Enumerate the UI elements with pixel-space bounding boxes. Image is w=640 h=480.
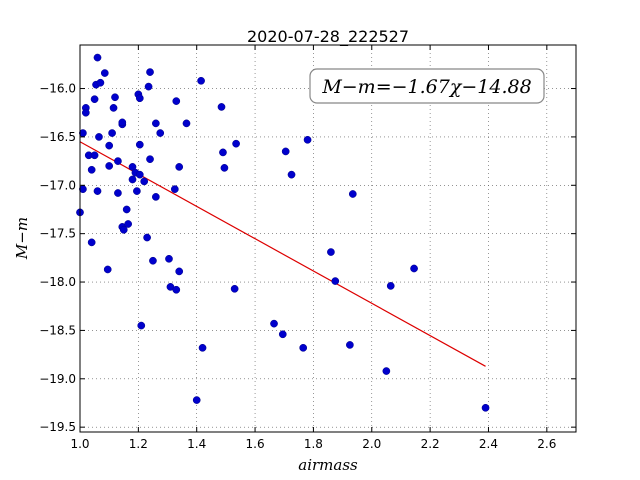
data-point: [197, 76, 205, 85]
fit-equation-annotation: M−m=−1.67χ−14.88: [309, 68, 545, 104]
axis-ticks: 1.0 1.2 1.4 1.6 1.8 2.0 2.2 2.4 2.6 −16.0 −16.5 −17…: [39, 45, 576, 451]
y-tick-label: −16.5: [39, 130, 76, 144]
data-point: [90, 95, 99, 104]
x-tick-label: 1.6: [246, 437, 265, 451]
y-tick-label: −16.0: [39, 82, 76, 96]
x-tick-label: 1.8: [304, 437, 323, 451]
data-point: [137, 321, 146, 330]
x-tick-label: 2.6: [537, 437, 556, 451]
data-point: [111, 93, 119, 102]
data-point: [152, 119, 160, 128]
data-point: [182, 119, 191, 128]
data-point: [198, 343, 207, 352]
data-point: [128, 175, 137, 184]
y-tick-label: −17.0: [39, 178, 76, 192]
data-point: [410, 264, 418, 273]
data-point: [331, 277, 340, 285]
x-tick-label: 1.4: [187, 437, 206, 451]
data-point: [346, 341, 354, 349]
data-point: [87, 238, 96, 247]
data-point: [287, 170, 296, 179]
fit-line-group: [79, 141, 486, 367]
data-point: [232, 139, 240, 148]
y-tick-label: −17.5: [39, 227, 76, 241]
x-tick-label: 1.0: [70, 437, 89, 451]
data-point: [386, 282, 395, 290]
data-point: [172, 97, 181, 105]
data-point: [124, 220, 132, 228]
data-point: [109, 104, 118, 112]
y-tick-label: −18.5: [39, 323, 76, 337]
data-point: [481, 403, 490, 412]
data-point: [114, 189, 122, 197]
data-point: [144, 82, 153, 91]
annotation-box: [309, 68, 545, 104]
data-point: [93, 187, 102, 195]
data-points: [76, 53, 490, 412]
data-point: [146, 68, 154, 76]
data-point: [175, 163, 184, 171]
data-point: [220, 164, 229, 172]
data-point: [108, 129, 116, 137]
data-point: [96, 78, 105, 87]
data-point: [219, 148, 227, 157]
data-point: [140, 177, 149, 186]
data-point: [278, 330, 287, 339]
chart-title: 2020-07-28_222527: [247, 27, 409, 47]
data-point: [303, 135, 312, 144]
data-point: [175, 267, 184, 276]
x-axis-label: airmass: [298, 456, 358, 474]
data-point: [105, 162, 114, 170]
x-tick-label: 2.2: [421, 437, 440, 451]
data-point: [165, 254, 173, 263]
data-point: [105, 141, 114, 150]
data-point: [122, 205, 131, 214]
data-point: [93, 53, 102, 62]
x-tick-label: 1.2: [129, 437, 148, 451]
data-point: [327, 248, 335, 256]
y-axis-label: M−m: [13, 217, 31, 260]
data-point: [143, 233, 151, 242]
data-point: [118, 118, 127, 127]
data-point: [146, 155, 154, 164]
data-point: [135, 170, 144, 179]
data-point: [114, 157, 122, 165]
data-point: [100, 69, 109, 77]
data-point: [119, 225, 128, 234]
fit-line: [79, 141, 486, 367]
data-point: [81, 108, 90, 117]
data-point: [133, 187, 141, 195]
data-point: [192, 396, 201, 404]
y-tick-label: −18.0: [39, 275, 76, 289]
data-point: [270, 319, 278, 328]
data-point: [156, 129, 165, 137]
data-point: [299, 343, 308, 352]
data-point: [95, 133, 103, 141]
x-tick-label: 2.4: [479, 437, 498, 451]
plot-area-frame: [79, 44, 577, 433]
data-point: [90, 151, 99, 160]
annotation-text: M−m=−1.67χ−14.88: [321, 76, 531, 98]
data-point: [348, 190, 357, 198]
data-point: [217, 103, 226, 111]
data-point: [135, 94, 144, 103]
data-point: [152, 193, 160, 201]
data-point: [230, 284, 239, 293]
data-point: [172, 285, 181, 294]
data-point: [382, 367, 391, 375]
data-point: [281, 147, 290, 156]
data-point: [103, 265, 112, 274]
y-tick-label: −19.0: [39, 372, 76, 386]
y-tick-label: −19.5: [39, 420, 76, 434]
data-point: [135, 140, 144, 149]
data-point: [87, 165, 96, 174]
x-tick-label: 2.0: [362, 437, 381, 451]
data-point: [149, 256, 157, 265]
data-point: [170, 185, 179, 194]
